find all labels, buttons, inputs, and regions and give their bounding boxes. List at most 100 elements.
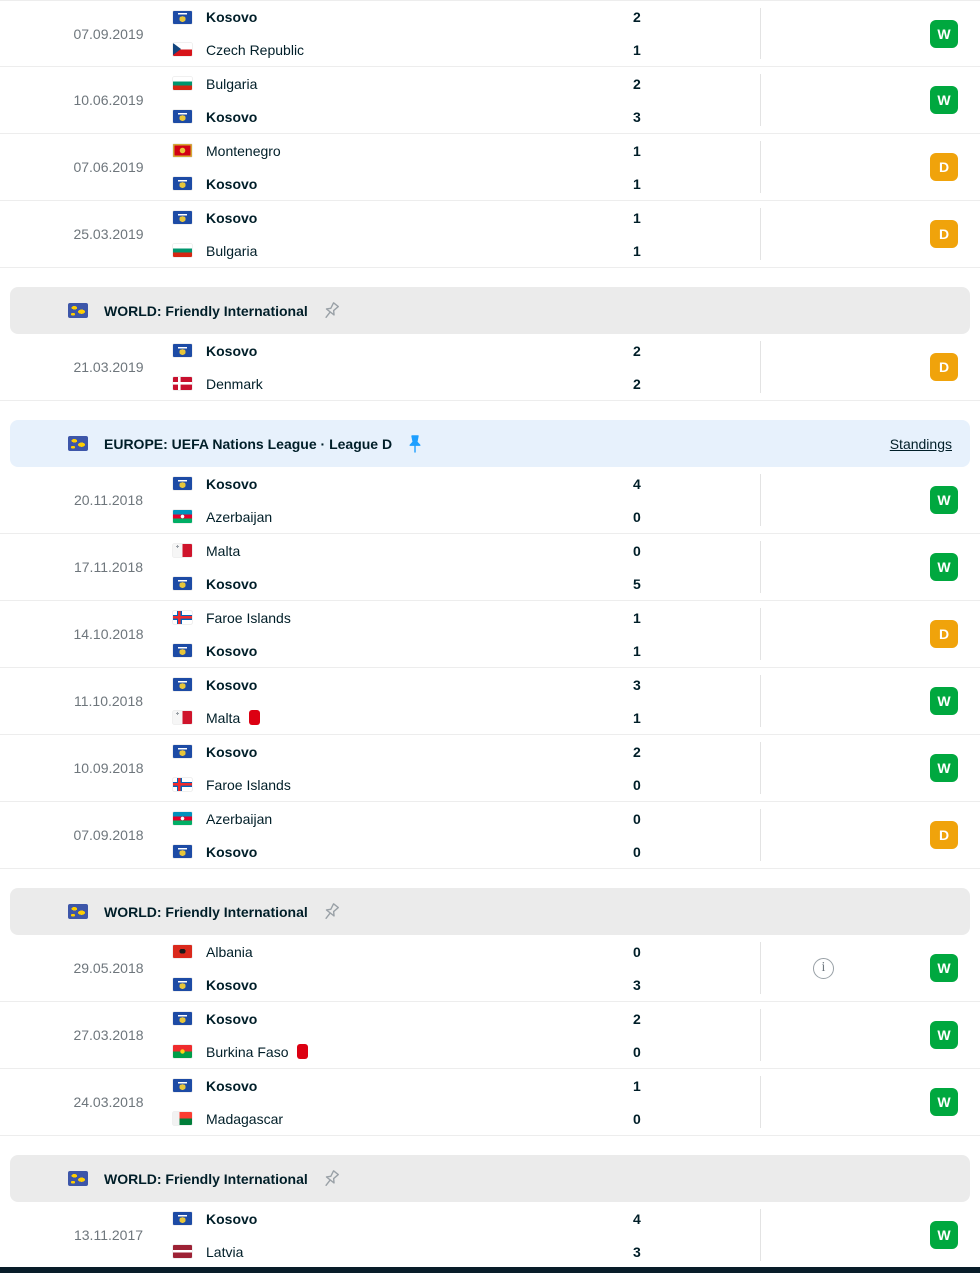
result-badge[interactable]: D [930, 821, 958, 849]
home-team: Malta [173, 534, 630, 567]
denmark-flag-icon [173, 377, 192, 390]
pin-icon[interactable] [315, 295, 346, 326]
match-row[interactable]: 20.11.2018 Kosovo Azerbaijan 4 0 W [0, 467, 980, 534]
scores-cell: 2 1 [630, 1, 760, 66]
match-row[interactable]: 10.06.2019 Bulgaria Kosovo 2 3 W [0, 67, 980, 134]
match-row[interactable]: 25.03.2019 Kosovo Bulgaria 1 1 D [0, 201, 980, 268]
away-team: Latvia [173, 1235, 630, 1268]
home-score: 1 [633, 209, 641, 226]
result-badge[interactable]: W [930, 553, 958, 581]
home-score: 0 [633, 542, 641, 559]
teams-cell: Albania Kosovo [173, 935, 630, 1001]
teams-cell: Bulgaria Kosovo [173, 67, 630, 133]
teams-cell: Kosovo Faroe Islands [173, 735, 630, 801]
pin-icon[interactable] [315, 1163, 346, 1194]
away-team: Kosovo [173, 167, 630, 200]
away-team-name: Kosovo [206, 642, 258, 659]
result-cell: W [760, 534, 980, 600]
red-card-icon [297, 1044, 309, 1059]
home-team: Faroe Islands [173, 601, 630, 634]
match-row[interactable]: 07.09.2018 Azerbaijan Kosovo 0 0 D [0, 802, 980, 869]
result-badge[interactable]: W [930, 687, 958, 715]
scores-cell: 0 3 [630, 935, 760, 1001]
kosovo-flag-icon [173, 577, 192, 590]
azerbaijan-flag-icon [173, 510, 192, 523]
teams-cell: Kosovo Burkina Faso [173, 1002, 630, 1068]
result-badge[interactable]: W [930, 86, 958, 114]
away-team-name: Kosovo [206, 108, 258, 125]
match-row[interactable]: 11.10.2018 Kosovo Malta 3 1 W [0, 668, 980, 735]
away-score: 1 [633, 242, 641, 259]
match-date: 10.09.2018 [73, 760, 144, 776]
result-badge[interactable]: W [930, 19, 958, 48]
info-circle-icon[interactable] [813, 957, 834, 979]
teams-cell: Kosovo Bulgaria [173, 201, 630, 267]
home-team: Montenegro [173, 134, 630, 167]
scores-cell: 2 0 [630, 735, 760, 801]
home-team: Azerbaijan [173, 802, 630, 835]
away-score: 0 [633, 1043, 641, 1060]
match-row[interactable]: 17.11.2018 Malta Kosovo 0 5 W [0, 534, 980, 601]
result-badge[interactable]: D [930, 220, 958, 248]
home-team-name: Faroe Islands [206, 609, 291, 626]
home-score: 1 [633, 1077, 641, 1094]
league-title: WORLD: Friendly International [104, 302, 308, 319]
league-header: WORLD: Friendly International [10, 888, 970, 935]
away-score: 1 [633, 709, 641, 726]
match-row[interactable]: 07.06.2019 Montenegro Kosovo 1 1 D [0, 134, 980, 201]
away-team-name: Bulgaria [206, 242, 258, 259]
home-team-name: Montenegro [206, 142, 281, 159]
away-team: Kosovo [173, 968, 630, 1001]
malta-flag-icon [173, 544, 192, 557]
teams-cell: Faroe Islands Kosovo [173, 601, 630, 667]
latvia-flag-icon [173, 1245, 192, 1258]
result-cell: W [760, 1, 980, 66]
result-badge[interactable]: W [930, 754, 958, 782]
world-icon [68, 436, 88, 451]
result-badge[interactable]: W [930, 1088, 958, 1116]
home-team-name: Kosovo [206, 676, 258, 693]
league-title: EUROPE: UEFA Nations League · League D [104, 435, 393, 452]
match-row[interactable]: 21.03.2019 Kosovo Denmark 2 2 D [0, 334, 980, 401]
match-row[interactable]: 10.09.2018 Kosovo Faroe Islands 2 0 W [0, 735, 980, 802]
match-row[interactable]: 24.03.2018 Kosovo Madagascar 1 0 W [0, 1069, 980, 1136]
scores-cell: 3 1 [630, 668, 760, 734]
home-team: Kosovo [173, 201, 630, 234]
result-badge[interactable]: D [930, 620, 958, 648]
away-team-name: Azerbaijan [206, 508, 273, 525]
home-score: 0 [633, 943, 641, 960]
result-badge[interactable]: W [930, 1021, 958, 1049]
home-team-name: Kosovo [206, 209, 258, 226]
away-score: 3 [633, 1243, 641, 1260]
pin-icon[interactable] [404, 433, 426, 455]
result-badge[interactable]: D [930, 353, 958, 381]
standings-link[interactable]: Standings [889, 435, 952, 452]
match-date: 27.03.2018 [73, 1027, 144, 1043]
match-row[interactable]: 14.10.2018 Faroe Islands Kosovo 1 1 D [0, 601, 980, 668]
result-cell: D [760, 802, 980, 868]
result-badge[interactable]: W [930, 486, 958, 514]
teams-cell: Malta Kosovo [173, 534, 630, 600]
scores-cell: 1 0 [630, 1069, 760, 1135]
scores-cell: 4 3 [630, 1202, 760, 1268]
kosovo-flag-icon [173, 978, 192, 991]
match-row[interactable]: 13.11.2017 Kosovo Latvia 4 3 W [0, 1202, 980, 1269]
result-badge[interactable]: W [930, 954, 958, 982]
home-team: Kosovo [173, 668, 630, 701]
match-date: 29.05.2018 [73, 960, 144, 976]
result-badge[interactable]: D [930, 153, 958, 181]
away-score: 5 [633, 575, 641, 592]
away-team-name: Kosovo [206, 976, 258, 993]
away-team: Kosovo [173, 634, 630, 667]
home-team-name: Albania [206, 943, 253, 960]
match-row[interactable]: 27.03.2018 Kosovo Burkina Faso 2 0 W [0, 1002, 980, 1069]
match-row[interactable]: 29.05.2018 Albania Kosovo 0 3 W [0, 935, 980, 1002]
result-badge[interactable]: W [930, 1221, 958, 1249]
away-score: 0 [633, 508, 641, 525]
home-team: Bulgaria [173, 67, 630, 100]
match-row[interactable]: 07.09.2019 Kosovo Czech Republic 2 1 W [0, 0, 980, 67]
pin-icon[interactable] [315, 896, 346, 927]
teams-cell: Kosovo Azerbaijan [173, 467, 630, 533]
away-team-name: Kosovo [206, 843, 258, 860]
